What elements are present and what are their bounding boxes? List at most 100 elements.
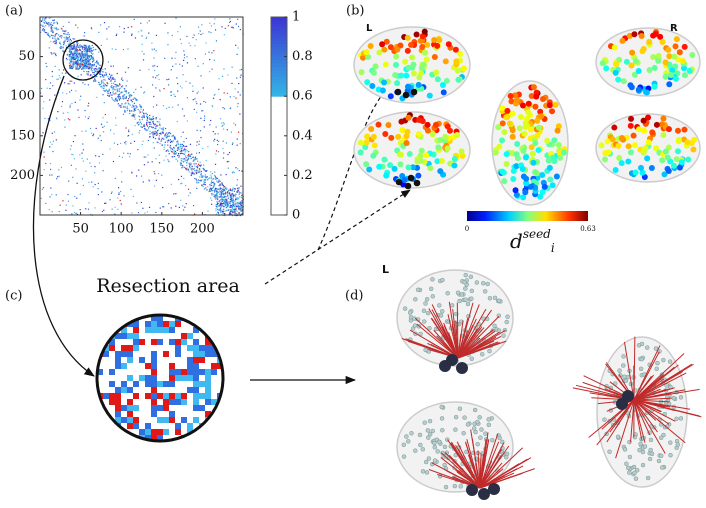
brain-node (366, 167, 372, 173)
matrix-cell (121, 171, 122, 172)
brain-node (633, 169, 639, 175)
matrix-cell (108, 61, 109, 62)
matrix-cell (229, 203, 230, 204)
matrix-cell (132, 105, 133, 106)
matrix-cell (240, 94, 241, 95)
brain-node (398, 119, 404, 125)
matrix-cell (166, 155, 167, 156)
brain-node (409, 431, 413, 435)
matrix-cell (159, 139, 160, 140)
matrix-cell (158, 74, 159, 75)
matrix-cell (194, 165, 195, 166)
matrix-cell (102, 69, 103, 70)
matrix-cell (200, 103, 201, 104)
matrix-cell (175, 58, 176, 59)
matrix-cell (162, 138, 163, 139)
matrix-cell (53, 41, 54, 42)
zoom-cell (157, 405, 163, 411)
matrix-cell (117, 144, 118, 145)
matrix-cell (86, 71, 87, 72)
matrix-cell (122, 95, 123, 96)
matrix-cell (88, 105, 89, 106)
brain-node (641, 450, 645, 454)
matrix-cell (183, 141, 184, 142)
matrix-cell (204, 116, 205, 117)
matrix-cell (214, 175, 215, 176)
zoom-cell (151, 429, 157, 435)
matrix-cell (184, 207, 185, 208)
matrix-cell (238, 198, 239, 199)
matrix-cell (72, 48, 73, 49)
matrix-cell (194, 178, 195, 179)
matrix-cell (239, 113, 240, 114)
matrix-cell (237, 179, 238, 180)
matrix-cell (70, 39, 71, 40)
matrix-cell (80, 63, 81, 64)
matrix-cell (190, 144, 191, 145)
matrix-cell (230, 205, 231, 206)
brain-node (426, 428, 430, 432)
matrix-cell (215, 208, 216, 209)
matrix-cell (72, 154, 73, 155)
matrix-cell (92, 45, 93, 46)
matrix-cell (203, 186, 204, 187)
brain-node (636, 126, 642, 132)
brain-node (649, 165, 655, 171)
matrix-cell (56, 118, 57, 119)
colorbar-tick-label: 1 (292, 10, 300, 25)
zoom-cell (163, 399, 169, 405)
matrix-cell (158, 79, 159, 80)
matrix-cell (124, 107, 125, 108)
matrix-cell (81, 69, 82, 70)
zoom-cell (151, 405, 157, 411)
brain-node (540, 96, 546, 102)
matrix-cell (117, 197, 118, 198)
brain-node (413, 449, 417, 453)
matrix-cell (158, 121, 159, 122)
matrix-cell (63, 33, 64, 34)
matrix-cell (110, 81, 111, 82)
matrix-cell (76, 56, 77, 57)
matrix-cell (137, 107, 138, 108)
matrix-cell (234, 210, 235, 211)
zoom-cell (145, 363, 151, 369)
matrix-cell (49, 18, 50, 19)
matrix-cell (59, 211, 60, 212)
matrix-cell (68, 32, 69, 33)
zoom-cell (151, 339, 157, 345)
matrix-cell (210, 185, 211, 186)
matrix-cell (108, 93, 109, 94)
matrix-cell (238, 26, 239, 27)
matrix-cell (149, 126, 150, 127)
matrix-cell (102, 87, 103, 88)
matrix-cell (88, 47, 89, 48)
matrix-cell (194, 168, 195, 169)
zoom-cell (145, 429, 151, 435)
brain-node (416, 74, 422, 80)
matrix-cell (174, 152, 175, 153)
matrix-cell (130, 153, 131, 154)
matrix-cell (97, 63, 98, 64)
matrix-cell (93, 74, 94, 75)
matrix-cell (189, 171, 190, 172)
zoom-cell (205, 399, 211, 405)
zoom-cell (127, 417, 133, 423)
matrix-cell (198, 179, 199, 180)
brain-node (628, 63, 634, 69)
matrix-cell (56, 22, 57, 23)
zoom-cell (205, 345, 211, 351)
brain-node (415, 173, 421, 179)
zoom-cell (151, 387, 157, 393)
matrix-cell (66, 58, 67, 59)
matrix-cell (222, 76, 223, 77)
brain-node (644, 89, 650, 95)
matrix-cell (209, 184, 210, 185)
colorbar-cell (271, 129, 287, 133)
matrix-cell (72, 177, 73, 178)
matrix-cell (161, 139, 162, 140)
matrix-cell (124, 91, 125, 92)
matrix-cell (182, 165, 183, 166)
matrix-cell (76, 198, 77, 199)
matrix-cell (212, 190, 213, 191)
matrix-cell (211, 189, 212, 190)
